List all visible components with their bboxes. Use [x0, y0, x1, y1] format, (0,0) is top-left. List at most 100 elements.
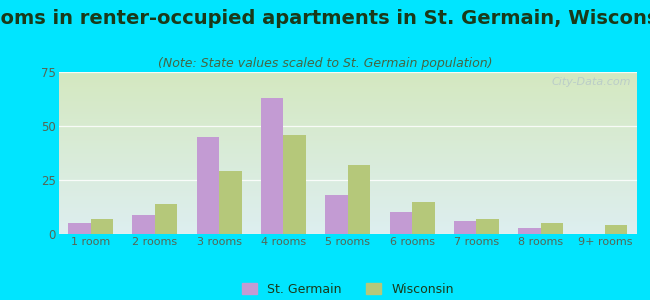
Bar — [58, 232, 637, 233]
Bar — [58, 219, 637, 220]
Bar — [58, 176, 637, 177]
Bar — [58, 227, 637, 228]
Bar — [58, 106, 637, 107]
Bar — [58, 132, 637, 133]
Bar — [58, 87, 637, 88]
Bar — [133, 214, 155, 234]
Bar — [58, 197, 637, 198]
Bar — [58, 82, 637, 83]
Bar — [58, 154, 637, 155]
Bar — [68, 223, 90, 234]
Bar — [58, 229, 637, 230]
Bar — [58, 160, 637, 161]
Bar — [58, 206, 637, 207]
Bar — [197, 137, 219, 234]
Bar — [58, 215, 637, 216]
Bar — [261, 98, 283, 234]
Bar — [58, 128, 637, 129]
Bar — [58, 222, 637, 223]
Bar — [58, 190, 637, 191]
Bar — [58, 161, 637, 162]
Bar — [58, 155, 637, 156]
Bar — [58, 133, 637, 134]
Bar — [58, 152, 637, 153]
Bar — [58, 122, 637, 123]
Bar — [58, 89, 637, 90]
Bar — [58, 182, 637, 183]
Bar — [58, 101, 637, 102]
Bar — [58, 231, 637, 232]
Bar — [58, 175, 637, 176]
Bar — [58, 117, 637, 118]
Bar — [58, 141, 637, 142]
Bar — [58, 233, 637, 234]
Bar — [58, 105, 637, 106]
Bar — [58, 211, 637, 212]
Bar — [58, 93, 637, 94]
Bar — [58, 187, 637, 188]
Bar — [90, 219, 113, 234]
Bar — [518, 227, 541, 234]
Bar — [58, 100, 637, 101]
Bar — [58, 119, 637, 120]
Bar — [58, 111, 637, 112]
Bar — [58, 91, 637, 92]
Bar — [219, 171, 242, 234]
Bar — [58, 151, 637, 152]
Bar — [58, 188, 637, 189]
Bar — [58, 189, 637, 190]
Bar — [58, 114, 637, 115]
Bar — [58, 97, 637, 98]
Bar — [58, 218, 637, 219]
Bar — [58, 74, 637, 75]
Bar — [58, 171, 637, 172]
Bar — [58, 172, 637, 173]
Bar — [58, 72, 637, 73]
Bar — [58, 198, 637, 199]
Bar — [58, 147, 637, 148]
Bar — [412, 202, 434, 234]
Bar — [58, 194, 637, 195]
Bar — [58, 148, 637, 149]
Bar — [58, 183, 637, 184]
Bar — [58, 220, 637, 221]
Bar — [58, 104, 637, 105]
Bar — [58, 170, 637, 171]
Bar — [58, 109, 637, 110]
Bar — [58, 83, 637, 84]
Bar — [58, 169, 637, 170]
Bar — [58, 143, 637, 144]
Bar — [58, 115, 637, 116]
Bar — [58, 107, 637, 108]
Bar — [58, 212, 637, 213]
Bar — [58, 95, 637, 96]
Bar — [58, 146, 637, 147]
Bar — [58, 142, 637, 143]
Bar — [58, 214, 637, 215]
Bar — [58, 192, 637, 193]
Bar — [58, 139, 637, 140]
Bar — [541, 223, 563, 234]
Bar — [58, 162, 637, 163]
Bar — [58, 145, 637, 146]
Bar — [58, 200, 637, 201]
Bar — [325, 195, 348, 234]
Bar — [58, 196, 637, 197]
Bar — [58, 201, 637, 202]
Bar — [58, 223, 637, 224]
Bar — [58, 124, 637, 125]
Bar — [58, 102, 637, 103]
Text: City-Data.com: City-Data.com — [552, 77, 631, 87]
Bar — [58, 193, 637, 194]
Bar — [58, 179, 637, 180]
Bar — [58, 168, 637, 169]
Bar — [58, 191, 637, 192]
Bar — [58, 98, 637, 99]
Bar — [58, 149, 637, 150]
Bar — [58, 81, 637, 82]
Legend: St. Germain, Wisconsin: St. Germain, Wisconsin — [242, 283, 454, 296]
Bar — [58, 205, 637, 206]
Bar — [58, 118, 637, 119]
Bar — [58, 208, 637, 209]
Bar — [58, 125, 637, 126]
